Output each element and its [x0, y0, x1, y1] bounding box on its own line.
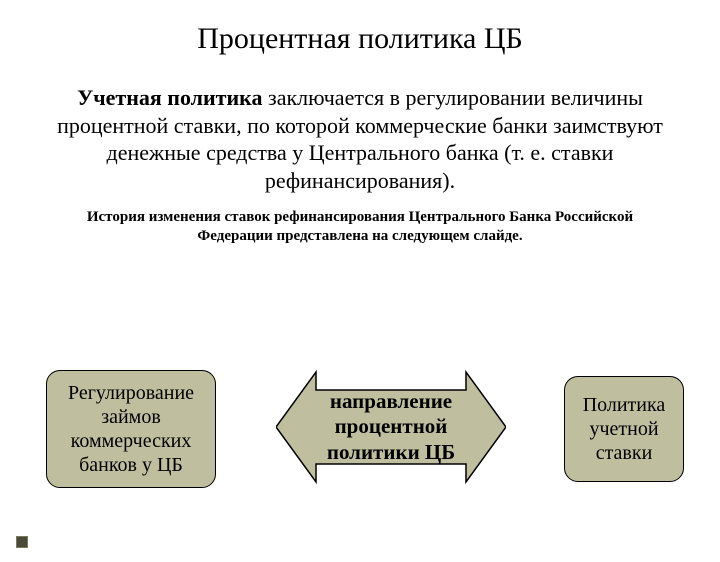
- body-bold: Учетная политика: [77, 85, 262, 110]
- body-paragraph: Учетная политика заключается в регулиров…: [40, 84, 680, 194]
- center-double-arrow: направление процентной политики ЦБ: [276, 362, 506, 492]
- diagram-container: Регулирование займов коммерческих банков…: [0, 352, 720, 532]
- sub-paragraph: История изменения ставок рефинансировани…: [60, 208, 660, 246]
- left-box: Регулирование займов коммерческих банков…: [46, 370, 216, 488]
- right-box: Политика учетной ставки: [564, 376, 684, 482]
- center-box-label: направление процентной политики ЦБ: [306, 362, 476, 492]
- footer-bullet-icon: [16, 536, 28, 548]
- slide-title: Процентная политика ЦБ: [0, 22, 720, 56]
- right-box-label: Политика учетной ставки: [571, 393, 677, 465]
- left-box-label: Регулирование займов коммерческих банков…: [53, 381, 209, 477]
